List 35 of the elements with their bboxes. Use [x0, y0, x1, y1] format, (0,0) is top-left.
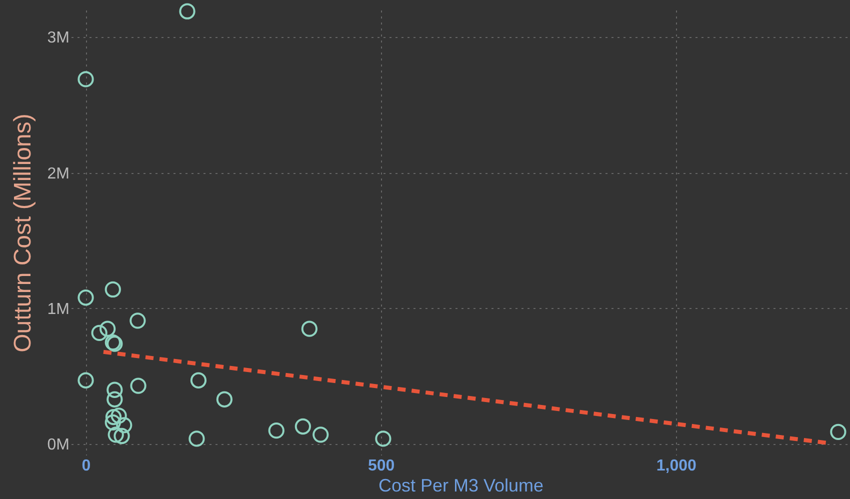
point	[100, 320, 116, 337]
x-tick-label: 0	[82, 458, 91, 474]
point	[108, 426, 124, 443]
y-tick-label: 0M	[47, 436, 70, 454]
point	[312, 426, 329, 443]
point	[78, 290, 94, 306]
x-tick-label: 1,000	[656, 458, 697, 474]
point	[110, 408, 127, 424]
y-tick-label: 1M	[47, 300, 70, 318]
point	[106, 391, 123, 408]
point	[190, 372, 207, 388]
y-tick-label: 2M	[47, 165, 70, 182]
point	[106, 382, 123, 398]
x-axis-title: Cost Per M3 Volume	[378, 476, 544, 496]
point	[294, 418, 311, 435]
x-tick-label: 500	[368, 458, 395, 474]
point	[116, 417, 132, 434]
y-axis-title: Outturn Cost (Millions)	[9, 114, 36, 352]
point	[104, 281, 121, 298]
point	[114, 428, 130, 444]
point	[301, 320, 318, 337]
point	[78, 71, 94, 88]
point	[216, 391, 233, 408]
point	[830, 424, 846, 440]
point	[179, 3, 196, 20]
point	[78, 372, 94, 388]
point	[375, 430, 392, 447]
point	[130, 312, 146, 329]
point	[130, 378, 146, 394]
point	[91, 324, 108, 341]
point	[104, 414, 121, 430]
point	[268, 422, 284, 439]
y-tick-label: 3M	[47, 30, 70, 47]
point	[105, 408, 122, 426]
point	[188, 430, 205, 447]
